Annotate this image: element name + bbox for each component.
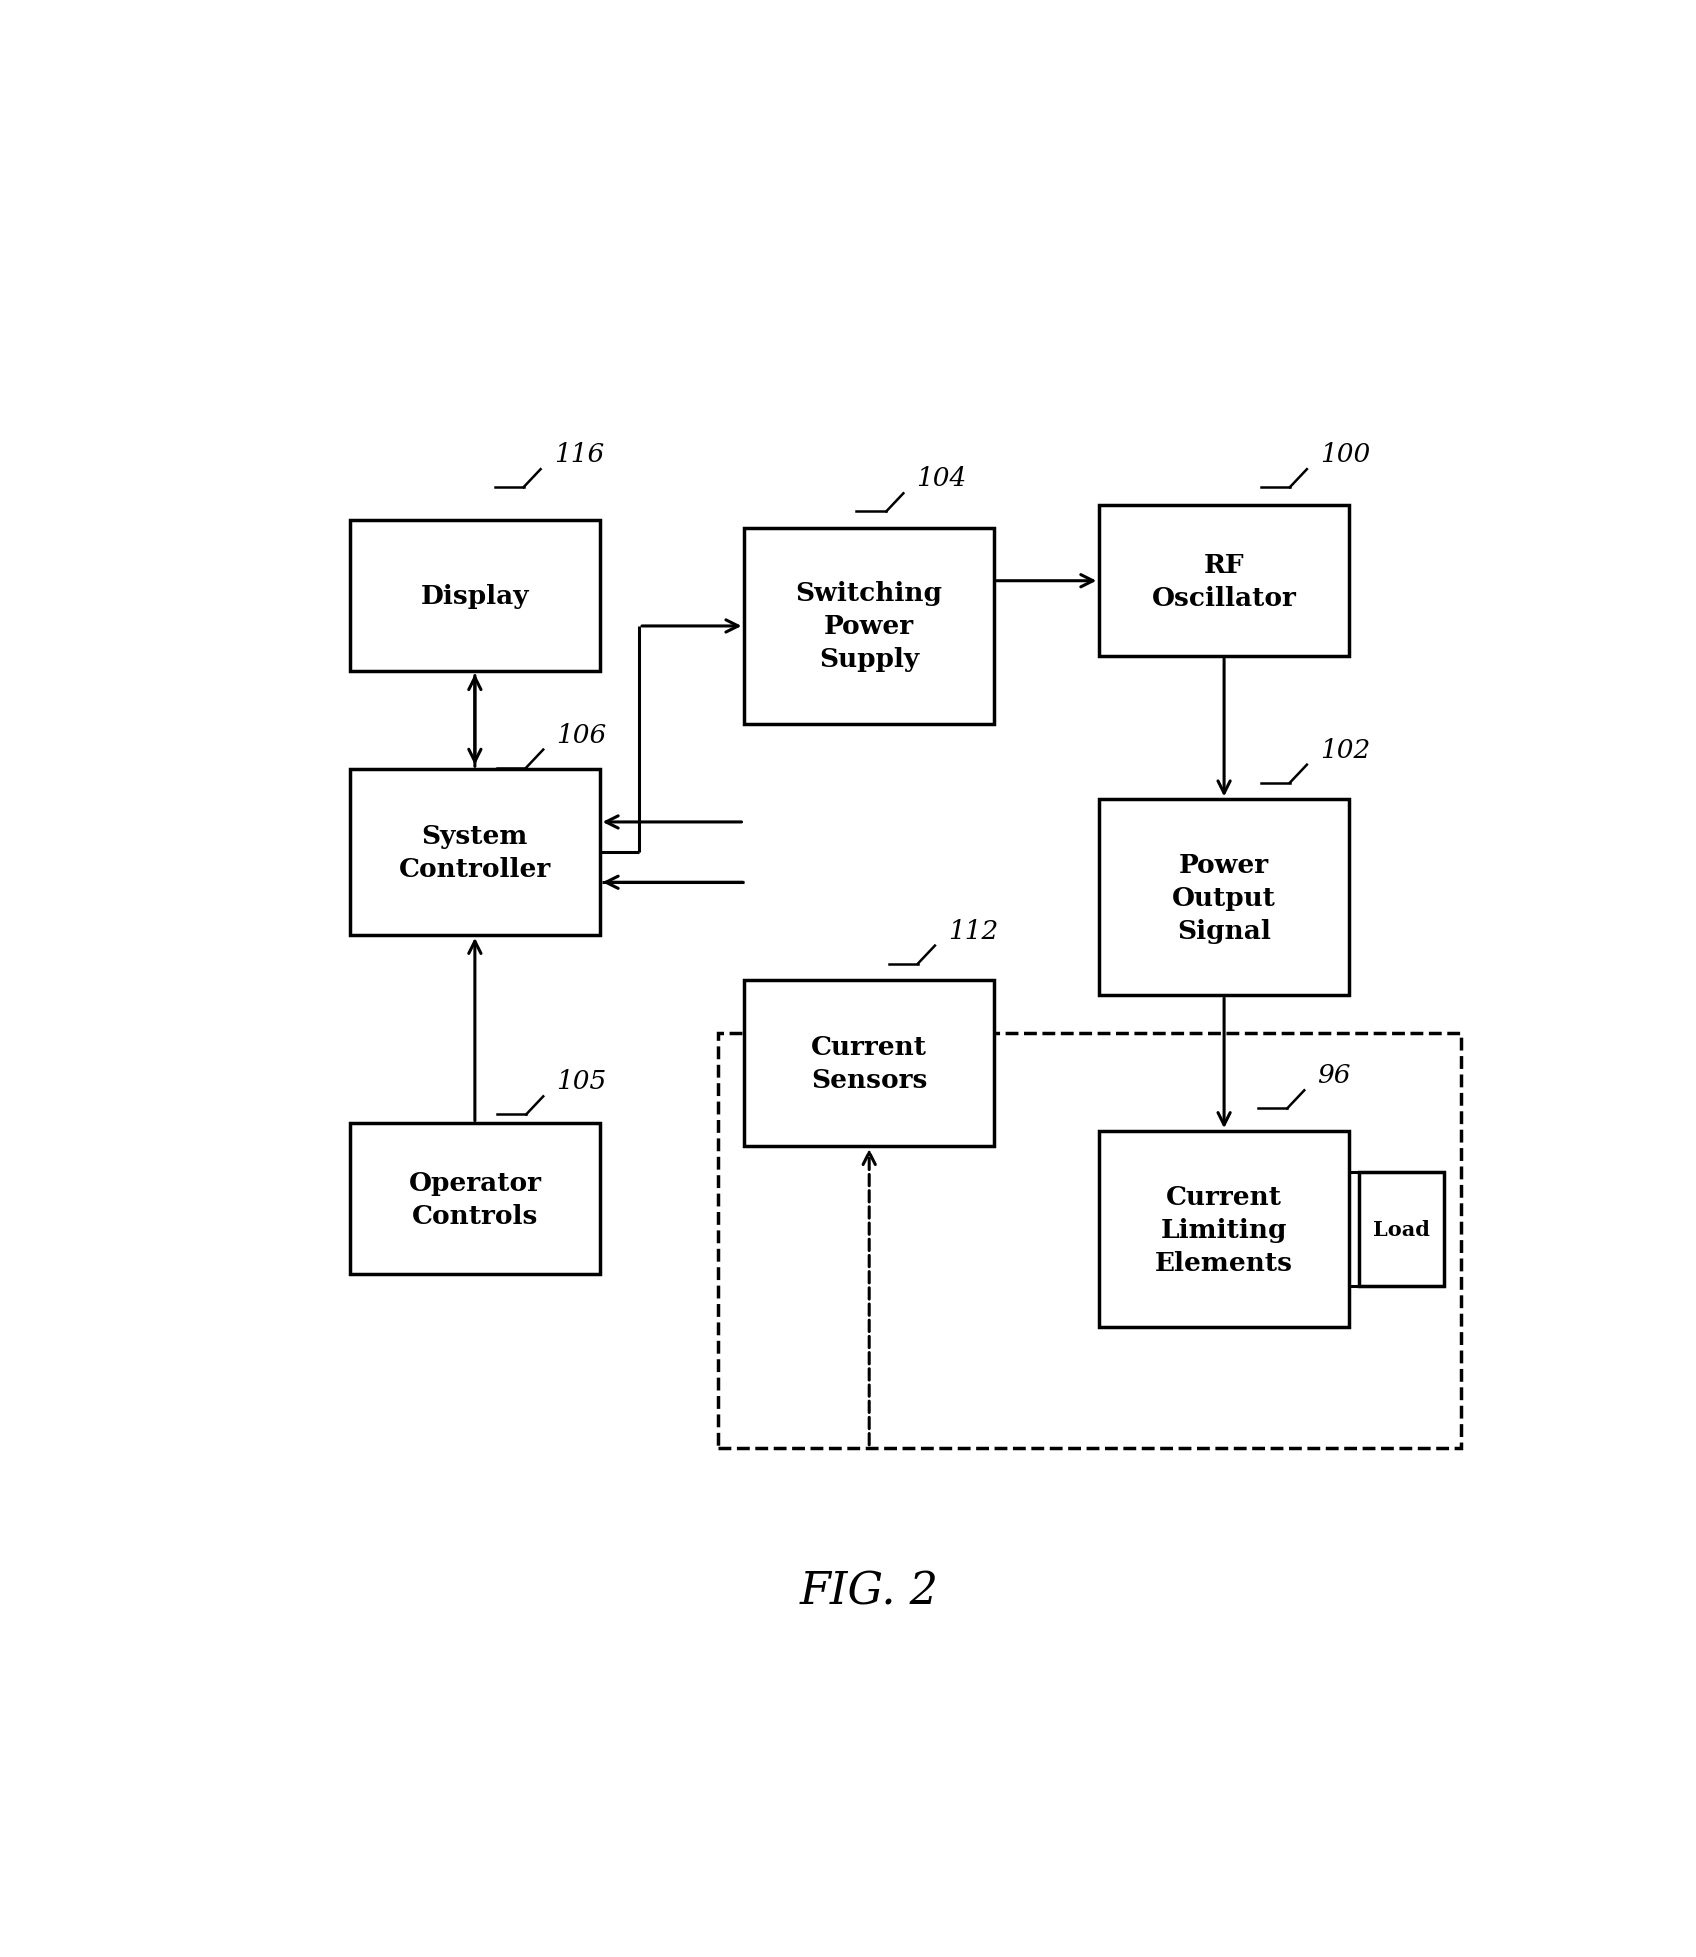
Text: 100: 100 xyxy=(1319,442,1370,468)
Bar xyxy=(717,1033,1460,1448)
Text: 96: 96 xyxy=(1318,1063,1352,1088)
Text: 102: 102 xyxy=(1319,738,1370,763)
Text: Operator
Controls: Operator Controls xyxy=(409,1170,541,1229)
Text: 112: 112 xyxy=(948,918,999,943)
Bar xyxy=(349,521,600,671)
Text: Current
Sensors: Current Sensors xyxy=(811,1035,928,1092)
Text: System
Controller: System Controller xyxy=(399,824,551,883)
Bar xyxy=(1358,1172,1445,1286)
Text: 116: 116 xyxy=(553,442,604,468)
Bar xyxy=(745,528,994,724)
Bar xyxy=(1099,800,1348,996)
Bar xyxy=(349,1123,600,1274)
Bar xyxy=(349,769,600,935)
Text: Switching
Power
Supply: Switching Power Supply xyxy=(795,581,943,671)
Bar xyxy=(1099,1131,1348,1327)
Text: 104: 104 xyxy=(916,466,967,491)
Text: Current
Limiting
Elements: Current Limiting Elements xyxy=(1155,1184,1292,1274)
Text: 105: 105 xyxy=(556,1069,607,1094)
Text: 106: 106 xyxy=(556,722,607,748)
Text: Load: Load xyxy=(1374,1219,1430,1239)
Text: Display: Display xyxy=(421,583,529,609)
Bar xyxy=(1099,507,1348,658)
Bar xyxy=(745,980,994,1147)
Text: Power
Output
Signal: Power Output Signal xyxy=(1172,853,1275,943)
Text: RF
Oscillator: RF Oscillator xyxy=(1152,552,1296,611)
Text: FIG. 2: FIG. 2 xyxy=(801,1570,938,1613)
